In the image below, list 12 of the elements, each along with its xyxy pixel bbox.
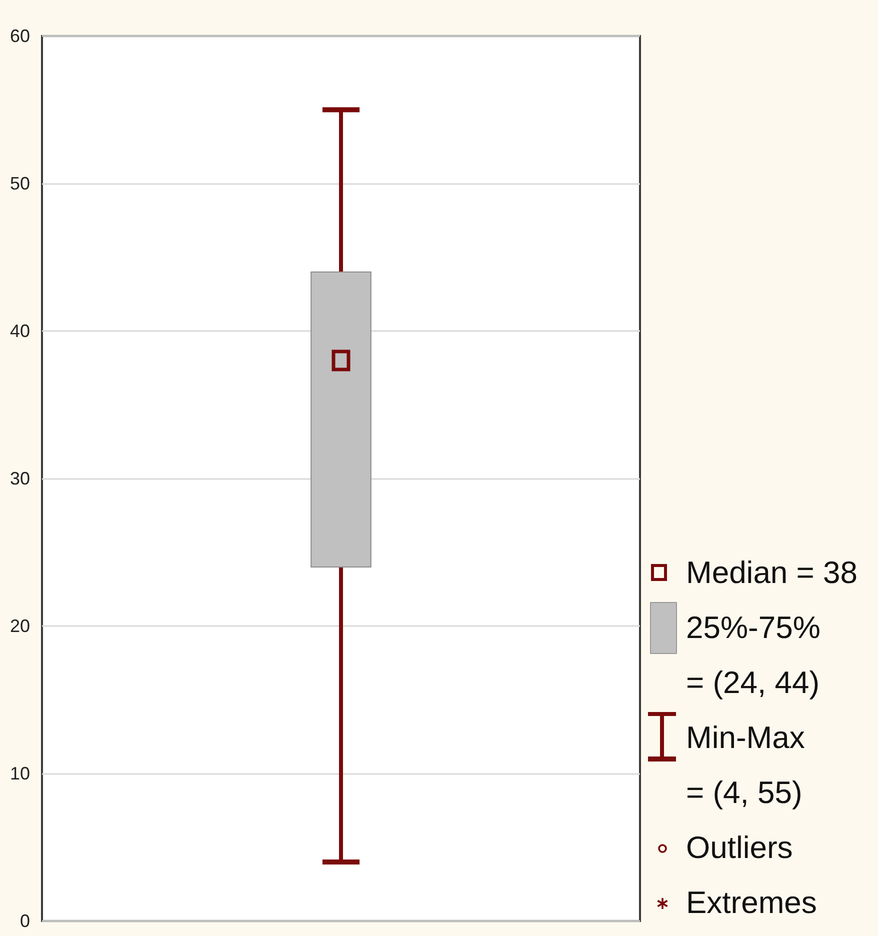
y-tick-label: 30 [10,468,30,488]
y-tick-label: 50 [10,174,30,194]
y-tick-label: 0 [20,911,30,931]
text: Extremes [686,884,817,922]
y-tick-label: 10 [10,764,30,784]
text: Min-Max = (4, 55) [686,719,805,812]
text: Outliers [686,829,793,867]
y-tick-label: 60 [10,26,30,46]
text: 25%-75% = (24, 44) [686,609,820,702]
y-tick-label: 20 [10,616,30,636]
text: Median = 38 [686,554,858,592]
y-tick-label: 40 [10,321,30,341]
